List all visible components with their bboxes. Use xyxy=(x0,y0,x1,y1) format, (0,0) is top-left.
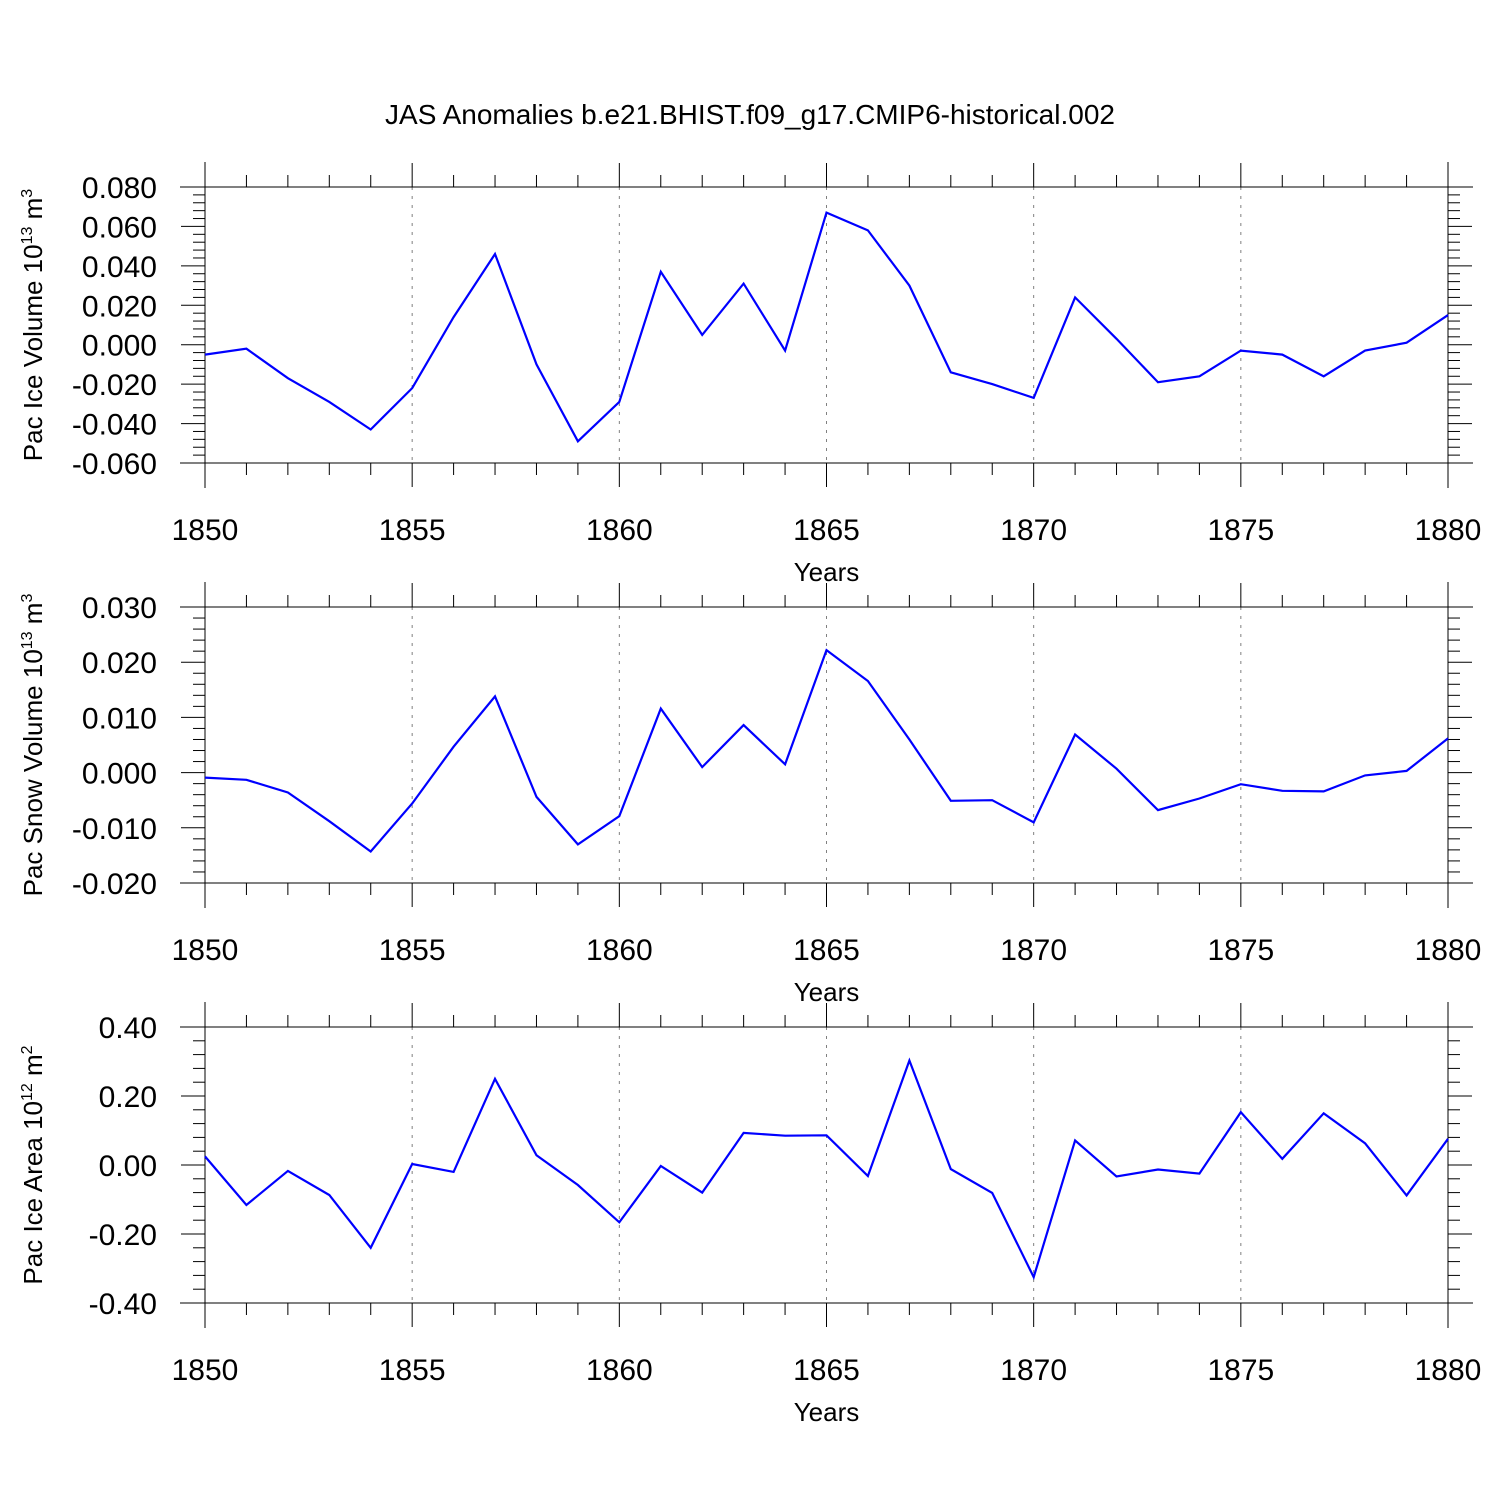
y-tick-label: -0.20 xyxy=(89,1219,157,1252)
y-axis-label-text: m xyxy=(18,603,48,632)
x-tick-label: 1875 xyxy=(1207,1354,1274,1387)
y-tick-label: 0.010 xyxy=(82,702,157,735)
y-tick-label: 0.00 xyxy=(99,1150,157,1183)
x-tick-label: 1850 xyxy=(172,514,239,547)
y-axis-label-text: m xyxy=(18,1054,48,1083)
x-tick-label: 1870 xyxy=(1000,934,1067,967)
x-tick-label: 1875 xyxy=(1207,934,1274,967)
y-axis-label-superscript: 2 xyxy=(19,1045,36,1054)
y-tick-label: -0.020 xyxy=(72,868,157,901)
y-axis-label: Pac Snow Volume 1013 m3 xyxy=(18,594,48,897)
x-tick-label: 1865 xyxy=(793,934,860,967)
x-tick-label: 1865 xyxy=(793,1354,860,1387)
x-axis-label: Years xyxy=(794,977,860,1007)
y-axis-label: Pac Ice Volume 1013 m3 xyxy=(18,189,48,462)
y-axis-label-superscript: 12 xyxy=(19,1083,36,1101)
x-tick-label: 1870 xyxy=(1000,514,1067,547)
y-tick-label: -0.020 xyxy=(72,369,157,402)
y-axis-label: Pac Ice Area 1012 m2 xyxy=(18,1045,48,1284)
y-tick-label: -0.40 xyxy=(89,1288,157,1321)
panel-3: -0.40 -0.20 0.00 0.20 0.40 1850 1855 1860 1865 18… xyxy=(18,1002,1481,1427)
y-tick-label: 0.000 xyxy=(82,758,157,791)
y-tick-label: 0.020 xyxy=(82,290,157,323)
y-axis-label-text: Pac Snow Volume 10 xyxy=(18,649,48,896)
x-tick-label: 1855 xyxy=(379,514,446,547)
x-tick-label: 1855 xyxy=(379,934,446,967)
y-tick-label: -0.060 xyxy=(72,448,157,481)
panel-2: -0.020 -0.010 0.000 0.010 0.020 0.030 1850 1855… xyxy=(18,582,1481,1007)
y-tick-label: -0.010 xyxy=(72,813,157,846)
y-axis-label-superscript: 3 xyxy=(19,189,36,198)
y-axis-label-superscript: 13 xyxy=(19,631,36,649)
y-axis-label-superscript: 13 xyxy=(19,226,36,244)
x-tick-label: 1880 xyxy=(1415,514,1482,547)
y-tick-label: 0.000 xyxy=(82,330,157,363)
x-tick-label: 1860 xyxy=(586,1354,653,1387)
x-tick-label: 1850 xyxy=(172,1354,239,1387)
y-axis-label-text: Pac Ice Area 10 xyxy=(18,1101,48,1285)
series-line xyxy=(204,648,1449,853)
panels: -0.060 -0.040 -0.020 0.000 0.020 0.040 0.060 0.… xyxy=(18,162,1481,1427)
y-tick-label: -0.040 xyxy=(72,409,157,442)
y-tick-label: 0.40 xyxy=(99,1012,157,1045)
x-tick-label: 1865 xyxy=(793,514,860,547)
x-tick-label: 1880 xyxy=(1415,1354,1482,1387)
x-axis-label: Years xyxy=(794,1397,860,1427)
y-axis-label-superscript: 3 xyxy=(19,594,36,603)
y-tick-label: 0.080 xyxy=(82,172,157,205)
x-axis-label: Years xyxy=(794,557,860,587)
x-tick-label: 1860 xyxy=(586,514,653,547)
y-tick-label: 0.060 xyxy=(82,211,157,244)
y-tick-label: 0.040 xyxy=(82,251,157,284)
series-line xyxy=(204,211,1449,444)
y-axis-label-text: Pac Ice Volume 10 xyxy=(18,244,48,461)
x-tick-label: 1855 xyxy=(379,1354,446,1387)
x-tick-label: 1870 xyxy=(1000,1354,1067,1387)
x-tick-label: 1880 xyxy=(1415,934,1482,967)
y-tick-label: 0.020 xyxy=(82,647,157,680)
series-line xyxy=(204,1057,1449,1281)
panel-1: -0.060 -0.040 -0.020 0.000 0.020 0.040 0.060 0.… xyxy=(18,162,1481,587)
x-tick-label: 1875 xyxy=(1207,514,1274,547)
y-tick-label: 0.030 xyxy=(82,592,157,625)
y-axis-label-text: m xyxy=(18,198,48,227)
x-tick-label: 1850 xyxy=(172,934,239,967)
x-tick-label: 1860 xyxy=(586,934,653,967)
y-tick-label: 0.20 xyxy=(99,1081,157,1114)
figure-title: JAS Anomalies b.e21.BHIST.f09_g17.CMIP6-… xyxy=(385,99,1115,130)
